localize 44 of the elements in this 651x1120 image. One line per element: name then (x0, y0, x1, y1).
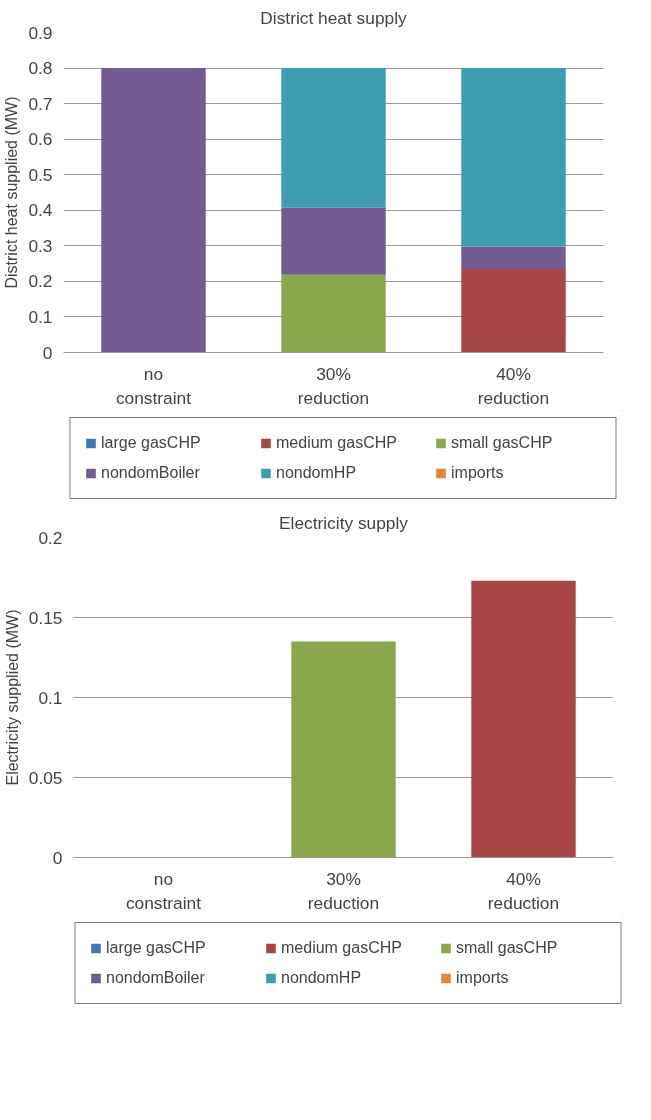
x-tick-label: 40% reduction (487, 868, 560, 913)
legend-label: nondomHP (281, 967, 363, 988)
legend-label: large gasCHP (106, 937, 207, 958)
bar (461, 68, 566, 247)
y-tick-label: 0.7 (28, 93, 53, 114)
x-tick-label: 30% reduction (297, 363, 370, 408)
bar (281, 207, 386, 275)
bar (281, 274, 386, 353)
y-tick-label: 0.5 (28, 164, 53, 185)
y-axis-title: Electricity supplied (MW) (3, 609, 21, 786)
chart-title: District heat supply (260, 7, 408, 28)
x-tick-label: 30% reduction (307, 868, 380, 913)
y-tick-label: 0.1 (28, 306, 53, 327)
y-tick-label: 0.1 (38, 687, 63, 708)
bar (101, 68, 206, 353)
chart-title: Electricity supply (278, 512, 409, 533)
legend-label: nondomHP (276, 462, 358, 483)
legend-label: imports (456, 967, 510, 988)
x-tick-label: no constraint (115, 363, 192, 408)
bar (281, 68, 386, 208)
y-tick-label: 0 (52, 847, 63, 868)
bar (461, 246, 566, 269)
legend-label: nondomBoiler (101, 462, 201, 483)
y-tick-label: 0.15 (28, 607, 63, 628)
x-tick-label: 40% reduction (477, 363, 550, 408)
legend-label: small gasCHP (451, 432, 554, 453)
y-tick-label: 0.2 (38, 527, 63, 548)
legend-label: medium gasCHP (276, 432, 398, 453)
y-tick-label: 0.05 (28, 767, 63, 788)
y-tick-label: 0.4 (28, 200, 53, 221)
legend-label: large gasCHP (101, 432, 202, 453)
y-tick-label: 0.6 (28, 129, 53, 150)
legend-label: imports (451, 462, 505, 483)
y-tick-label: 0.8 (28, 58, 53, 79)
bar (461, 268, 566, 353)
y-tick-label: 0.3 (28, 235, 53, 256)
legend-label: small gasCHP (456, 937, 559, 958)
y-tick-label: 0.9 (28, 22, 53, 43)
y-axis-title: District heat supplied (MW) (3, 96, 21, 289)
legend-label: medium gasCHP (281, 937, 403, 958)
y-tick-label: 0.2 (28, 271, 53, 292)
legend-label: nondomBoiler (106, 967, 206, 988)
y-tick-label: 0 (42, 342, 53, 363)
x-tick-label: no constraint (125, 868, 202, 913)
